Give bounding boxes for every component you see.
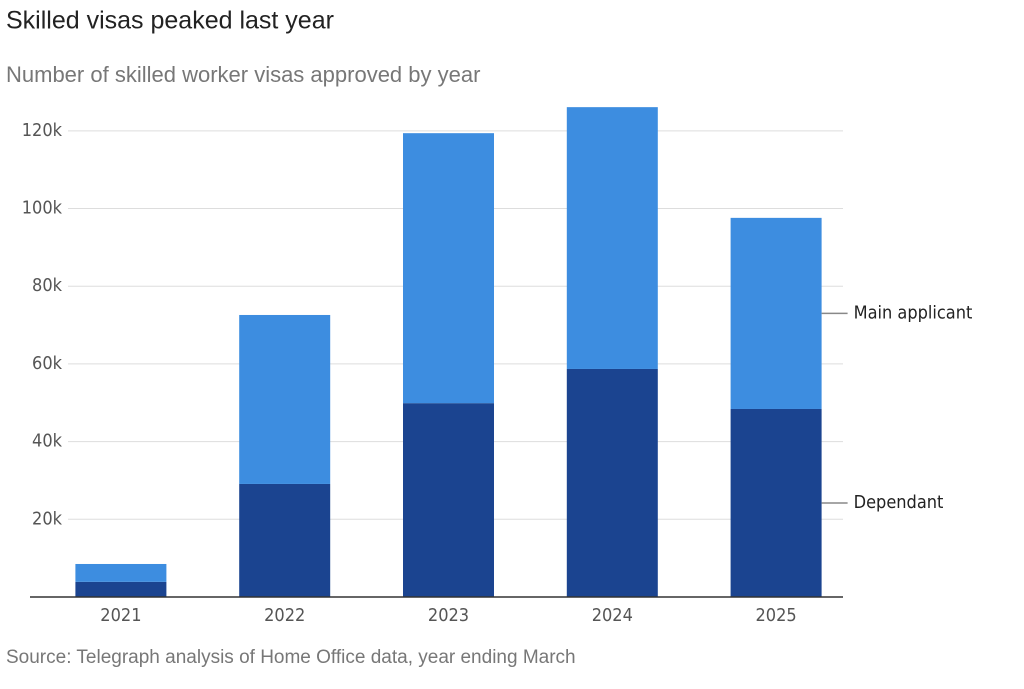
bar-segment [239,483,331,597]
bar-segment [566,368,658,597]
y-tick-label: 40k [32,431,63,452]
y-tick-label: 20k [32,508,63,529]
y-tick-label: 80k [32,275,63,296]
bar-segment [75,563,167,582]
bar-segment [403,133,494,404]
chart-title: Skilled visas peaked last year [6,7,334,35]
chart-subtitle: Number of skilled worker visas approved … [6,62,480,87]
y-tick-label: 60k [32,353,63,374]
x-tick-label: 2022 [264,605,305,626]
bar-segment [566,107,658,369]
source-note: Source: Telegraph analysis of Home Offic… [6,647,576,668]
bar-segment [75,581,167,597]
legend-label: Main applicant [854,302,973,323]
x-tick-label: 2023 [428,605,469,626]
legend-label: Dependant [854,492,944,513]
x-tick-label: 2025 [755,605,796,626]
bar-segment [403,403,494,597]
bar-segment [730,408,822,597]
x-tick-label: 2021 [100,605,141,626]
bar-segment [730,217,822,409]
x-tick-label: 2024 [592,605,633,626]
y-tick-label: 120k [22,120,63,141]
y-tick-label: 100k [22,198,63,219]
bar-segment [239,314,331,484]
